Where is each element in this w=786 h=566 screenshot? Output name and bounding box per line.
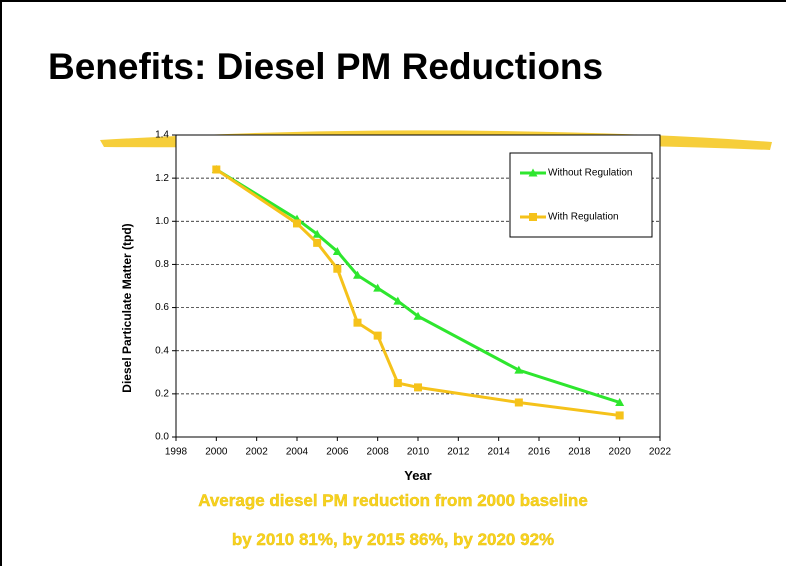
- y-tick-label: 0.8: [155, 259, 169, 270]
- x-tick-label: 2012: [447, 447, 470, 458]
- marker: [333, 264, 342, 273]
- x-tick-label: 2008: [367, 447, 390, 458]
- legend-label: Without Regulation: [548, 168, 633, 179]
- y-tick-label: 1.4: [155, 130, 169, 141]
- marker: [514, 398, 523, 407]
- marker: [353, 270, 362, 279]
- marker: [293, 219, 301, 228]
- marker: [212, 165, 221, 174]
- x-tick-label: 2000: [205, 447, 228, 458]
- marker: [393, 296, 403, 305]
- marker: [313, 238, 322, 247]
- x-tick-label: 2022: [649, 447, 672, 458]
- y-tick-label: 1.0: [155, 216, 169, 227]
- y-tick-label: 1.2: [155, 173, 169, 184]
- x-tick-label: 2018: [568, 447, 591, 458]
- x-axis-label: Year: [404, 468, 431, 483]
- marker: [615, 397, 625, 406]
- series-line: [215, 168, 621, 404]
- marker: [414, 383, 422, 392]
- x-tick-label: 2004: [286, 447, 309, 458]
- marker: [413, 311, 423, 320]
- x-tick-label: 2010: [407, 447, 430, 458]
- x-tick-label: 2020: [609, 447, 632, 458]
- series-line: [215, 168, 620, 417]
- y-axis-label: Diesel Particulate Matter (tpd): [120, 223, 134, 392]
- x-tick-label: 2002: [246, 447, 269, 458]
- x-tick-label: 2016: [528, 447, 551, 458]
- marker: [514, 365, 524, 374]
- x-tick-label: 2014: [488, 447, 511, 458]
- marker: [529, 213, 537, 221]
- note: by 2010 81%, by 2015 86%, by 2020 92%: [232, 530, 554, 549]
- marker: [393, 379, 402, 388]
- marker: [373, 283, 383, 292]
- marker: [353, 318, 362, 327]
- y-tick-label: 0.4: [155, 345, 169, 356]
- chart-title: Benefits: Diesel PM Reductions: [48, 46, 603, 87]
- legend: Without Regulation With Regulation: [509, 152, 653, 238]
- y-tick-label: 0.2: [155, 388, 169, 399]
- marker: [312, 229, 322, 238]
- x-tick-label: 2006: [326, 447, 349, 458]
- marker: [528, 168, 538, 177]
- y-tick-label: 0.6: [155, 302, 169, 313]
- y-tick-label: 0.0: [155, 432, 169, 443]
- x-tick-label: 1998: [165, 447, 188, 458]
- legend-label: With Regulation: [548, 212, 619, 223]
- marker: [332, 246, 342, 255]
- note: Average diesel PM reduction from 2000 ba…: [198, 491, 588, 510]
- marker: [615, 411, 624, 420]
- chart: 0.0 0.2 0.4 0.6 0.8 1.0 1.2 1.4 1998 2000 2002 2004…: [120, 130, 672, 483]
- legend-box: [509, 152, 653, 238]
- marker: [373, 331, 382, 340]
